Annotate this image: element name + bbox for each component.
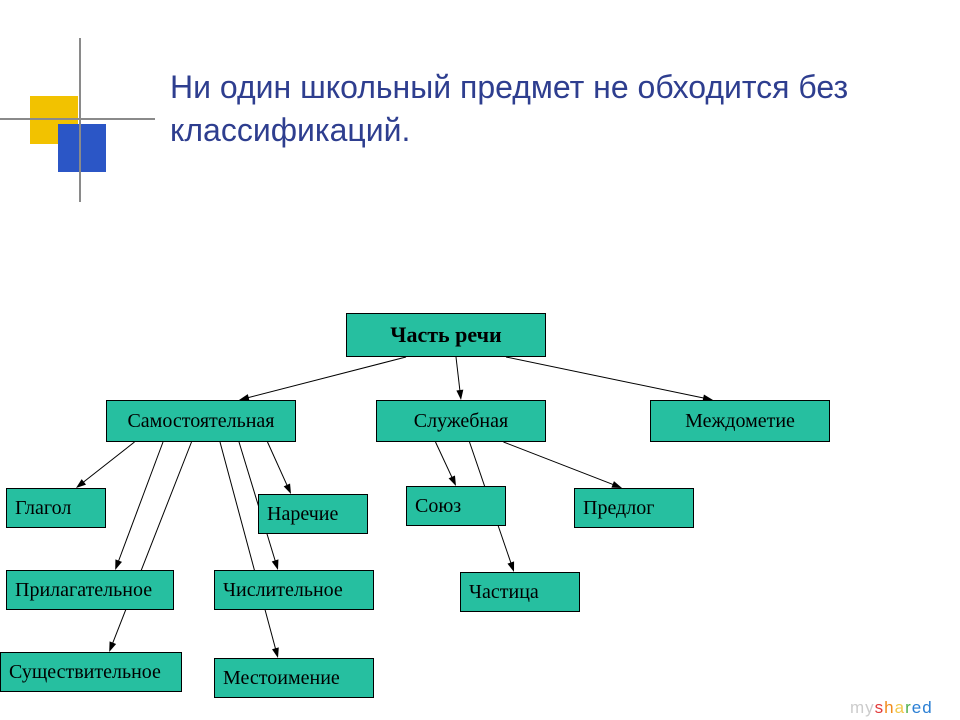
- node-n_mezh: Междометие: [650, 400, 830, 442]
- node-n_chisl: Числительное: [214, 570, 374, 610]
- node-n_pred: Предлог: [574, 488, 694, 528]
- node-n_chast: Частица: [460, 572, 580, 612]
- node-label: Служебная: [414, 410, 508, 433]
- decor-v-line: [79, 38, 81, 202]
- node-n_glag: Глагол: [6, 488, 106, 528]
- node-label: Числительное: [223, 579, 343, 602]
- node-label: Часть речи: [390, 322, 501, 348]
- node-root: Часть речи: [346, 313, 546, 357]
- node-n_pril: Прилагательное: [6, 570, 174, 610]
- node-n_soyuz: Союз: [406, 486, 506, 526]
- decor-h-line: [0, 118, 155, 120]
- node-n_mest: Местоимение: [214, 658, 374, 698]
- node-label: Глагол: [15, 497, 71, 520]
- watermark: myshared: [850, 698, 933, 718]
- node-label: Самостоятельная: [127, 410, 274, 433]
- node-n_nar: Наречие: [258, 494, 368, 534]
- slide-stage: { "canvas": { "width": 960, "height": 72…: [0, 0, 960, 720]
- decor-square-blue: [58, 124, 106, 172]
- node-n_samo: Самостоятельная: [106, 400, 296, 442]
- node-label: Междометие: [685, 410, 795, 433]
- node-label: Местоимение: [223, 667, 340, 690]
- slide-title: Ни один школьный предмет не обходится бе…: [170, 66, 870, 152]
- node-n_sluzh: Служебная: [376, 400, 546, 442]
- node-label: Наречие: [267, 503, 338, 526]
- node-label: Предлог: [583, 497, 654, 520]
- node-n_sush: Существительное: [0, 652, 182, 692]
- node-label: Существительное: [9, 661, 161, 684]
- node-label: Союз: [415, 495, 461, 518]
- node-label: Частица: [469, 581, 539, 604]
- node-label: Прилагательное: [15, 579, 152, 602]
